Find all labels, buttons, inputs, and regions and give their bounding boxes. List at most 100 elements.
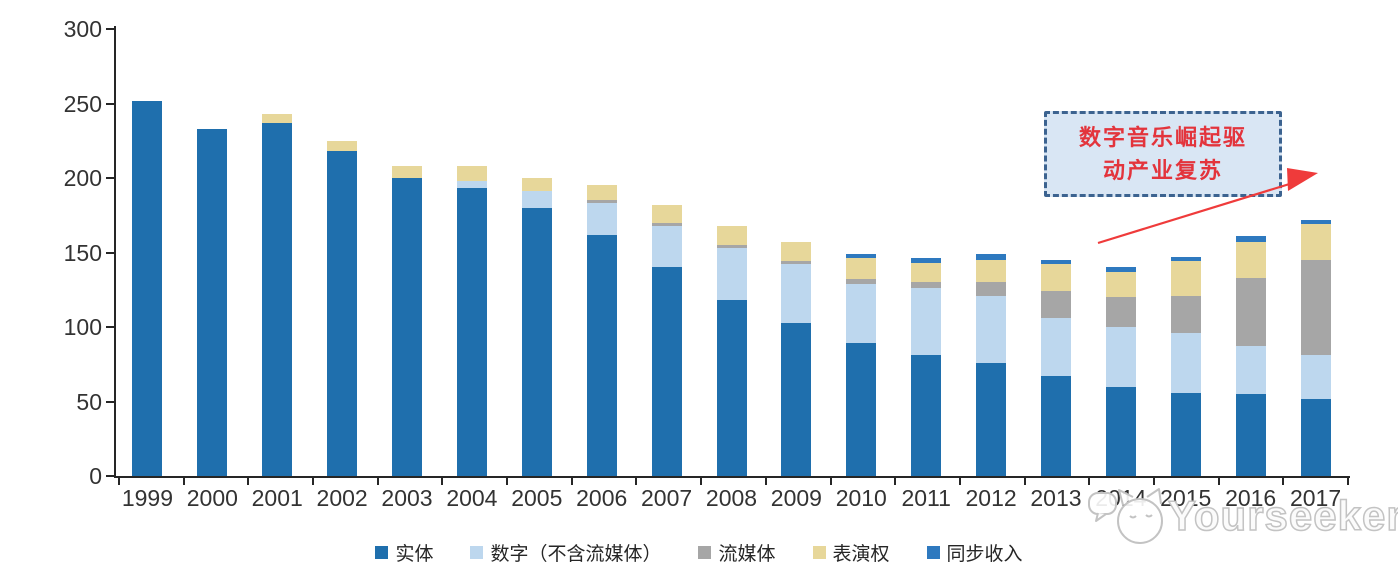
legend-swatch-digital-excl-streaming	[470, 546, 484, 559]
segment-performance-rights-2005	[521, 178, 552, 192]
y-tick-label-200: 200	[63, 165, 102, 191]
segment-performance-rights-2013	[1040, 264, 1071, 292]
y-axis-line	[114, 26, 116, 478]
segment-sync-revenue-2013	[1040, 259, 1071, 265]
segment-physical-2015	[1170, 392, 1201, 476]
segment-digital-excl-streaming-2008	[716, 248, 747, 301]
segment-performance-rights-2014	[1105, 271, 1136, 298]
bar-2013	[1040, 259, 1071, 476]
segment-physical-2004	[456, 188, 487, 476]
legend-item-sync-revenue: 同步收入	[926, 539, 1023, 566]
bar-2005	[521, 178, 552, 476]
segment-physical-2017	[1300, 398, 1331, 476]
x-tick-label-2002: 2002	[316, 485, 368, 511]
segment-performance-rights-2016	[1235, 242, 1266, 278]
annotation-callout: 数字音乐崛起驱 动产业复苏	[1044, 111, 1282, 197]
segment-streaming-2009	[781, 261, 812, 265]
segment-performance-rights-2012	[976, 259, 1007, 283]
x-tick-mark	[570, 478, 573, 485]
segment-physical-2006	[586, 234, 617, 476]
x-tick-mark	[764, 478, 767, 485]
y-tick-label-300: 300	[63, 16, 102, 42]
segment-sync-revenue-2014	[1105, 267, 1136, 272]
x-tick-label-1999: 1999	[121, 485, 174, 511]
segment-digital-excl-streaming-2007	[651, 225, 682, 268]
segment-performance-rights-2001	[262, 113, 293, 123]
segment-sync-revenue-2017	[1300, 219, 1331, 225]
segment-performance-rights-2002	[327, 140, 358, 152]
x-tick-mark	[1217, 478, 1220, 485]
segment-performance-rights-2011	[911, 262, 942, 283]
x-tick-label-2003: 2003	[381, 485, 433, 511]
cat-chat-logo-icon	[1088, 488, 1163, 544]
segment-physical-2005	[521, 207, 552, 476]
bar-2000	[197, 128, 228, 476]
x-tick-mark	[182, 478, 185, 485]
x-tick-mark	[1282, 478, 1285, 485]
y-tick-mark	[106, 28, 114, 30]
legend-label-digital-excl-streaming: 数字（不含流媒体）	[490, 544, 662, 565]
segment-physical-2001	[262, 122, 293, 476]
x-tick-mark	[506, 478, 509, 485]
segment-physical-2007	[651, 267, 682, 476]
segment-digital-excl-streaming-2016	[1235, 346, 1266, 395]
legend-swatch-performance-rights	[812, 546, 826, 559]
bar-2015	[1170, 256, 1201, 476]
bar-2016	[1235, 236, 1266, 476]
segment-streaming-2010	[846, 279, 877, 284]
x-tick-mark	[894, 478, 897, 485]
legend-item-performance-rights: 表演权	[812, 539, 890, 566]
bar-2008	[716, 225, 747, 476]
bar-2011	[911, 258, 942, 476]
x-tick-mark	[1088, 478, 1091, 485]
x-tick-mark	[635, 478, 638, 485]
legend-swatch-physical	[375, 546, 389, 559]
x-tick-mark	[829, 478, 832, 485]
legend-label-streaming: 流媒体	[718, 544, 776, 565]
legend-label-performance-rights: 表演权	[832, 544, 890, 565]
x-tick-label-2017: 2017	[1289, 485, 1342, 511]
segment-physical-2003	[392, 178, 423, 476]
segment-digital-excl-streaming-2005	[521, 191, 552, 208]
segment-streaming-2017	[1300, 259, 1331, 356]
bar-2009	[781, 242, 812, 476]
segment-performance-rights-2007	[651, 204, 682, 223]
bar-2002	[327, 140, 358, 476]
x-tick-label-2012: 2012	[965, 485, 1017, 511]
x-tick-mark	[1023, 478, 1026, 485]
segment-digital-excl-streaming-2012	[976, 295, 1007, 363]
x-tick-mark	[247, 478, 250, 485]
segment-digital-excl-streaming-2004	[456, 181, 487, 189]
segment-digital-excl-streaming-2006	[586, 203, 617, 235]
bar-1999	[132, 100, 163, 476]
bar-2007	[651, 204, 682, 476]
x-tick-label-2006: 2006	[576, 485, 628, 511]
bar-2004	[456, 166, 487, 476]
segment-streaming-2012	[976, 282, 1007, 296]
y-tick-mark	[106, 326, 114, 328]
bar-2001	[262, 113, 293, 476]
bar-2012	[976, 254, 1007, 476]
y-tick-label-150: 150	[63, 239, 102, 266]
bar-2017	[1300, 219, 1331, 476]
x-tick-label-2013: 2013	[1030, 485, 1082, 511]
segment-sync-revenue-2015	[1170, 256, 1201, 262]
segment-digital-excl-streaming-2010	[846, 283, 877, 344]
segment-digital-excl-streaming-2014	[1105, 327, 1136, 387]
x-tick-label-2011: 2011	[901, 485, 951, 511]
y-tick-label-250: 250	[63, 90, 102, 117]
segment-digital-excl-streaming-2015	[1170, 332, 1201, 393]
segment-physical-2009	[781, 322, 812, 476]
bar-2003	[392, 166, 423, 476]
x-tick-mark	[312, 478, 315, 485]
segment-performance-rights-2015	[1170, 261, 1201, 296]
x-tick-mark	[441, 478, 444, 485]
segment-digital-excl-streaming-2011	[911, 288, 942, 356]
annotation-line-1: 数字音乐崛起驱	[1078, 125, 1247, 150]
x-axis-line	[114, 476, 1350, 478]
segment-streaming-2008	[716, 245, 747, 249]
segment-digital-excl-streaming-2009	[781, 264, 812, 323]
x-tick-label-2007: 2007	[641, 485, 693, 511]
y-tick-mark	[106, 400, 114, 403]
